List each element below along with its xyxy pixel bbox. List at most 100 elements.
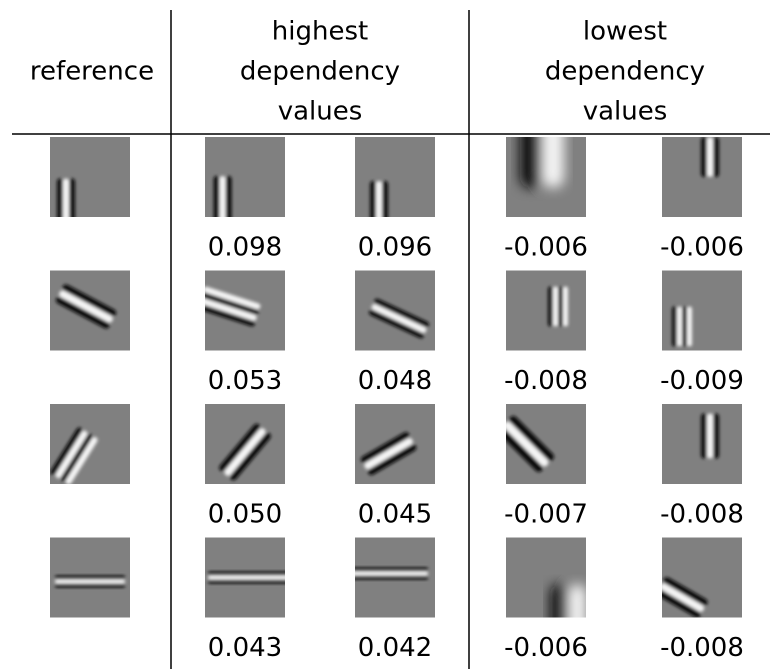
patch-stripes	[701, 413, 719, 459]
stripe	[63, 178, 69, 217]
dependency-value: 0.043	[208, 633, 282, 663]
stripe	[520, 137, 542, 188]
dependency-value: -0.008	[660, 633, 744, 663]
stripe	[662, 589, 701, 618]
patch-stripes	[208, 571, 285, 584]
stripe	[205, 303, 255, 327]
header-reference: reference	[30, 57, 154, 87]
stripe	[371, 304, 427, 333]
dependency-value: 0.098	[208, 233, 282, 263]
patch-stripes	[662, 577, 708, 618]
header-highest: dependency	[240, 57, 400, 87]
dependency-value: 0.045	[358, 500, 432, 530]
image-patch	[506, 270, 586, 351]
stripe	[370, 181, 376, 217]
image-patch	[205, 404, 285, 484]
stripe-group	[360, 432, 417, 476]
stripe	[376, 181, 382, 217]
stripe	[62, 284, 117, 317]
stripe	[553, 286, 558, 327]
image-patch	[205, 137, 285, 217]
stripe	[542, 137, 564, 188]
dependency-value: 0.053	[208, 366, 282, 396]
patch-stripes	[57, 178, 75, 217]
patch-stripes	[672, 306, 692, 347]
header-highest: highest	[272, 17, 368, 47]
stripe	[368, 309, 424, 339]
header-lowest: values	[583, 97, 668, 127]
image-patch	[355, 404, 435, 484]
stripe	[367, 444, 417, 476]
stripe-group	[213, 176, 232, 217]
dependency-value: -0.006	[504, 233, 588, 263]
patch-stripes	[50, 427, 98, 484]
patch-stripes	[360, 432, 417, 476]
image-patch	[355, 270, 435, 351]
stripe-group	[548, 286, 568, 327]
patch-stripes	[548, 286, 568, 327]
patch-background	[506, 270, 586, 351]
stripe	[568, 584, 586, 618]
stripe-group	[662, 577, 708, 618]
header-lowest: dependency	[545, 57, 705, 87]
stripe	[506, 427, 543, 473]
patch-stripes	[55, 575, 125, 588]
stripe	[205, 286, 261, 310]
stripe	[563, 286, 568, 327]
stripe	[55, 430, 88, 479]
stripe	[69, 178, 75, 217]
stripe	[687, 306, 692, 347]
dependency-value: 0.096	[358, 233, 432, 263]
stripe	[205, 298, 257, 321]
stripe	[355, 571, 428, 576]
patch-stripes	[701, 137, 719, 177]
stripe	[382, 181, 388, 217]
stripe	[55, 579, 125, 584]
stripe-group	[355, 567, 428, 580]
stripe-group	[506, 415, 555, 473]
stripe	[682, 306, 687, 347]
image-patch	[205, 537, 285, 618]
patch-stripes	[550, 584, 586, 618]
stripe-group	[55, 284, 117, 329]
patch-stripes	[205, 286, 261, 327]
stripe	[225, 176, 232, 217]
image-patch	[506, 537, 586, 618]
stripe	[663, 577, 708, 606]
image-patch	[50, 404, 130, 484]
image-patch	[506, 404, 586, 484]
stripe	[208, 571, 285, 576]
stripe-group	[208, 571, 285, 584]
stripe	[55, 575, 125, 580]
stripe	[50, 427, 83, 476]
stripe-group	[55, 575, 125, 588]
patch-stripes	[219, 423, 271, 481]
patch-stripes	[520, 137, 564, 188]
dependency-value: -0.009	[660, 366, 744, 396]
stripe	[355, 575, 428, 580]
stripe	[713, 413, 719, 459]
stripe	[355, 567, 428, 572]
patch-stripes	[368, 298, 430, 339]
dependency-value: -0.007	[504, 500, 588, 530]
stripe-group	[701, 137, 719, 177]
patch-stripes	[55, 284, 117, 329]
dependency-value: 0.042	[358, 633, 432, 663]
stripe	[374, 298, 430, 328]
image-patch	[50, 537, 130, 618]
stripe-group	[50, 427, 98, 484]
stripe	[57, 178, 63, 217]
stripe	[219, 176, 226, 217]
patch-stripes	[213, 176, 232, 217]
patch-stripes	[506, 415, 555, 473]
image-patch	[662, 270, 742, 351]
image-patch	[50, 137, 130, 217]
stripe	[60, 433, 93, 482]
stripe	[550, 584, 569, 618]
stripe	[707, 413, 713, 459]
stripe	[662, 583, 705, 612]
patch-stripes	[370, 181, 388, 217]
image-patch	[662, 404, 742, 484]
stripe	[208, 575, 285, 580]
